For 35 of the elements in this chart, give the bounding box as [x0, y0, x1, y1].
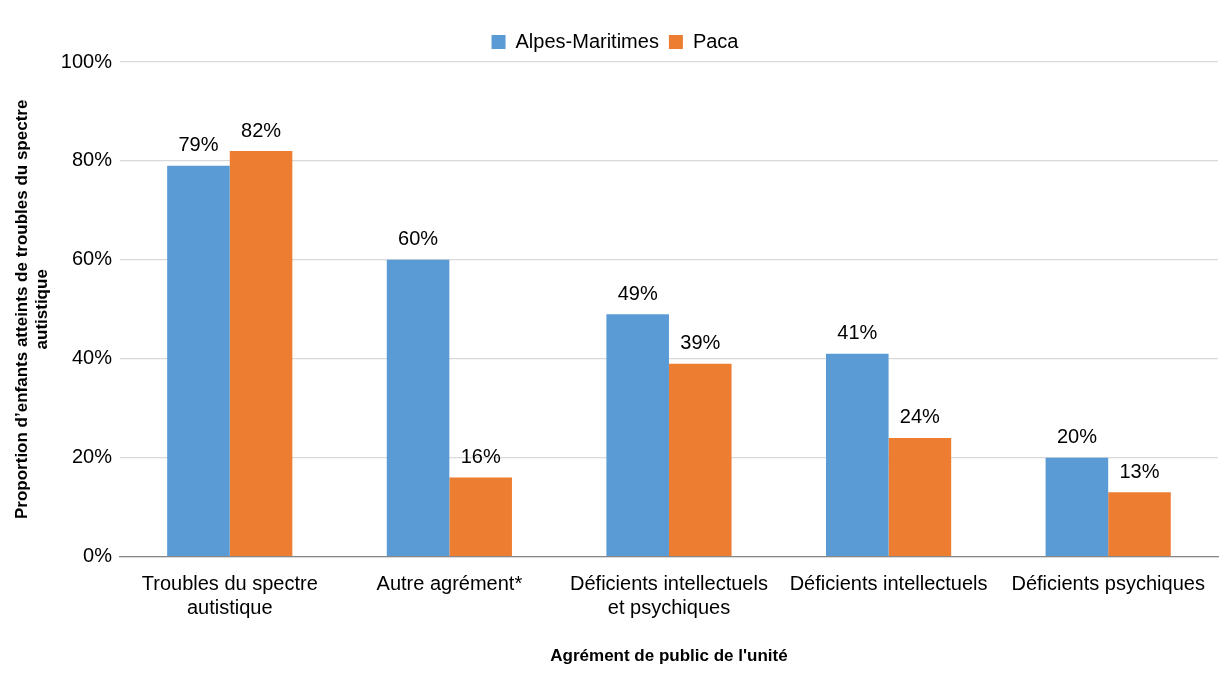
- x-tick-label: Déficients intellectuels: [789, 572, 988, 595]
- data-label: 24%: [899, 405, 941, 428]
- bar: [1108, 492, 1171, 556]
- bar: [606, 314, 669, 556]
- y-tick-label: 80%: [71, 148, 113, 171]
- data-label: 41%: [837, 321, 878, 344]
- x-tick-label: Autre agrément*: [376, 572, 523, 595]
- y-tick-label: 0%: [83, 544, 113, 567]
- bar: [1045, 457, 1109, 556]
- data-label: 20%: [1056, 425, 1098, 448]
- bar: [449, 477, 512, 556]
- y-tick-label: 100%: [60, 49, 113, 72]
- y-tick-label: 40%: [71, 346, 113, 369]
- x-tick-label: Déficients psychiques: [1011, 572, 1205, 595]
- legend-label: Alpes-Maritimes: [515, 29, 659, 52]
- y-tick-label: 60%: [71, 247, 113, 270]
- y-tick-label: 20%: [71, 445, 113, 468]
- bar: [826, 353, 889, 556]
- bar: [888, 437, 952, 556]
- x-tick-label: Déficients intellectuels et psychiques: [570, 572, 768, 619]
- bar: [229, 151, 293, 556]
- data-label: 16%: [460, 444, 501, 467]
- data-label: 82%: [241, 118, 282, 141]
- x-axis-title: Agrément de public de l'unité: [550, 646, 788, 666]
- data-label: 39%: [680, 331, 721, 354]
- data-label: 60%: [398, 227, 439, 250]
- data-label: 79%: [178, 133, 219, 156]
- x-tick-label: Troubles du spectre autistique: [141, 572, 318, 619]
- bar: [668, 363, 732, 556]
- bar: [167, 165, 230, 556]
- data-label: 49%: [617, 281, 658, 304]
- data-label: 13%: [1119, 459, 1160, 482]
- bar: [386, 259, 450, 556]
- legend-label: Paca: [692, 29, 740, 52]
- y-axis-title: Proportion d’enfants atteints de troubles du spectre autistique: [11, 99, 52, 519]
